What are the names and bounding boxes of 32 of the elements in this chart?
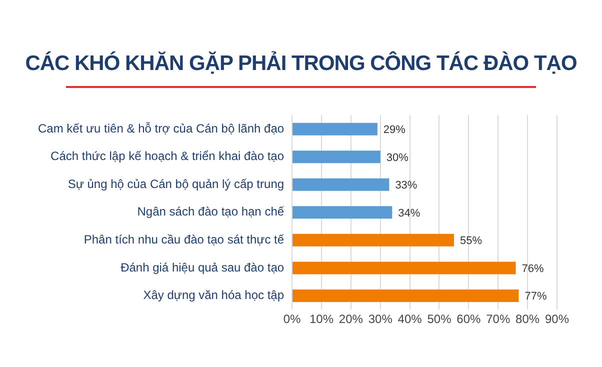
data-label: 55% [460,235,482,248]
data-label: 76% [522,262,544,275]
bar [292,234,454,246]
y-tick-label: Cách thức lập kế hoạch & triển khai đào tạo [50,149,284,164]
bar [292,262,516,274]
x-tick-label: 0% [283,312,302,326]
bar [292,178,390,191]
data-label: 30% [386,152,409,164]
data-label: 33% [395,180,418,192]
data-label: 29% [383,124,406,136]
bar [292,206,392,219]
x-tick-label: 60% [456,312,482,326]
x-tick-label: 80% [516,312,540,326]
data-label: 77% [524,290,547,303]
y-tick-label: Phân tích nhu cầu đào tạo sát thực tế [84,232,284,246]
x-tick-label: 30% [368,312,393,326]
x-tick-label: 10% [309,312,334,326]
y-tick-label: Ngân sách đào tạo hạn chế [137,204,284,219]
data-label: 34% [398,207,420,220]
x-tick-label: 90% [544,312,570,326]
y-tick-label: Xây dựng văn hóa học tập [143,288,284,302]
bar [292,150,380,164]
y-tick-label: Cam kết ưu tiên & hỗ trợ của Cán bộ lãnh đạo [38,121,284,136]
y-tick-label: Đánh giá hiệu quả sau đào tạo [120,260,284,274]
x-tick-label: 40% [398,312,422,326]
x-tick-label: 20% [338,312,364,326]
x-tick-label: 50% [427,312,452,326]
x-tick-label: 70% [486,312,510,326]
y-tick-label: Sự ủng hộ của Cán bộ quản lý cấp trung [68,176,284,191]
bar [292,289,519,302]
chart-title: CÁC KHÓ KHĂN GẶP PHẢI TRONG CÔNG TÁC ĐÀO TẠO [24,52,578,76]
bar [292,122,378,136]
